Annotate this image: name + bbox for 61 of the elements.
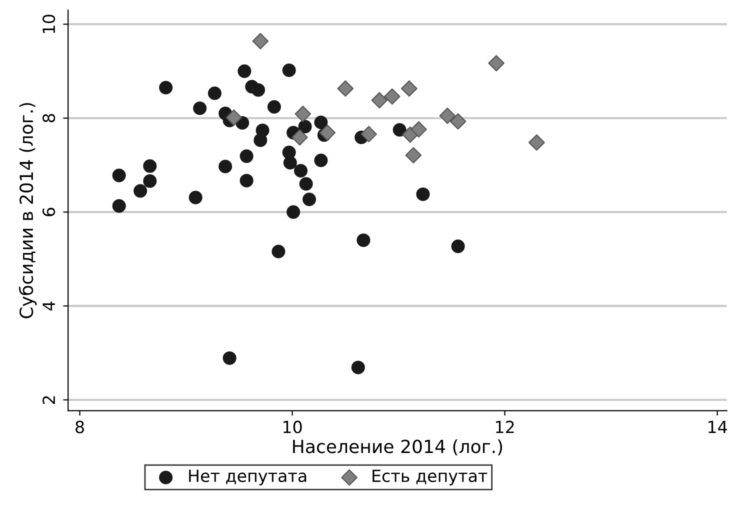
point: [319, 124, 336, 141]
point: [405, 147, 422, 164]
point: [188, 190, 202, 204]
point: [384, 88, 400, 105]
point: [218, 160, 232, 174]
point: [314, 154, 328, 168]
y-tick-label: 6: [42, 208, 56, 216]
point: [193, 102, 207, 116]
y-tick-label: 4: [42, 302, 55, 310]
point: [252, 32, 269, 50]
point: [451, 240, 465, 254]
point: [283, 156, 297, 170]
point: [410, 121, 427, 138]
point: [294, 106, 312, 122]
point: [238, 64, 252, 78]
point: [416, 187, 430, 201]
x-axis-title: Население 2014 (лог.): [293, 439, 502, 456]
y-tick-label: 2: [42, 396, 55, 404]
point: [439, 108, 456, 124]
point: [360, 126, 377, 142]
point: [450, 113, 466, 130]
point: [134, 184, 148, 198]
point: [240, 174, 254, 188]
point: [294, 164, 308, 178]
point: [254, 133, 268, 147]
legend-label: Нет депутата: [189, 470, 306, 486]
point: [337, 80, 354, 97]
point: [299, 177, 313, 191]
point: [282, 63, 296, 78]
x-tick-label: 10: [284, 420, 302, 434]
x-tick-label: 14: [708, 420, 727, 434]
point: [208, 86, 222, 100]
point: [159, 80, 173, 94]
point: [292, 129, 308, 146]
point: [222, 351, 236, 365]
point: [112, 168, 126, 182]
point: [226, 110, 242, 126]
point: [371, 92, 388, 108]
point: [298, 120, 312, 134]
point: [112, 199, 126, 213]
point: [240, 149, 254, 163]
x-tick-label: 12: [496, 420, 514, 434]
point: [356, 233, 370, 247]
point: [314, 116, 328, 130]
point: [401, 80, 418, 97]
point: [302, 192, 316, 206]
point: [143, 174, 157, 188]
point: [286, 205, 300, 219]
y-tick-label: 8: [42, 114, 56, 122]
point: [351, 360, 365, 374]
y-axis-title: Субсидии в 2014 (лог.): [18, 103, 37, 318]
point: [392, 123, 406, 137]
y-tick-label: 10: [42, 14, 56, 33]
point: [488, 55, 504, 72]
x-tick-label: 8: [76, 420, 84, 434]
point: [267, 100, 281, 114]
point: [528, 134, 545, 151]
point: [143, 159, 157, 173]
legend-label: Есть депутат: [372, 470, 488, 486]
point: [272, 244, 286, 258]
point: [252, 83, 266, 97]
